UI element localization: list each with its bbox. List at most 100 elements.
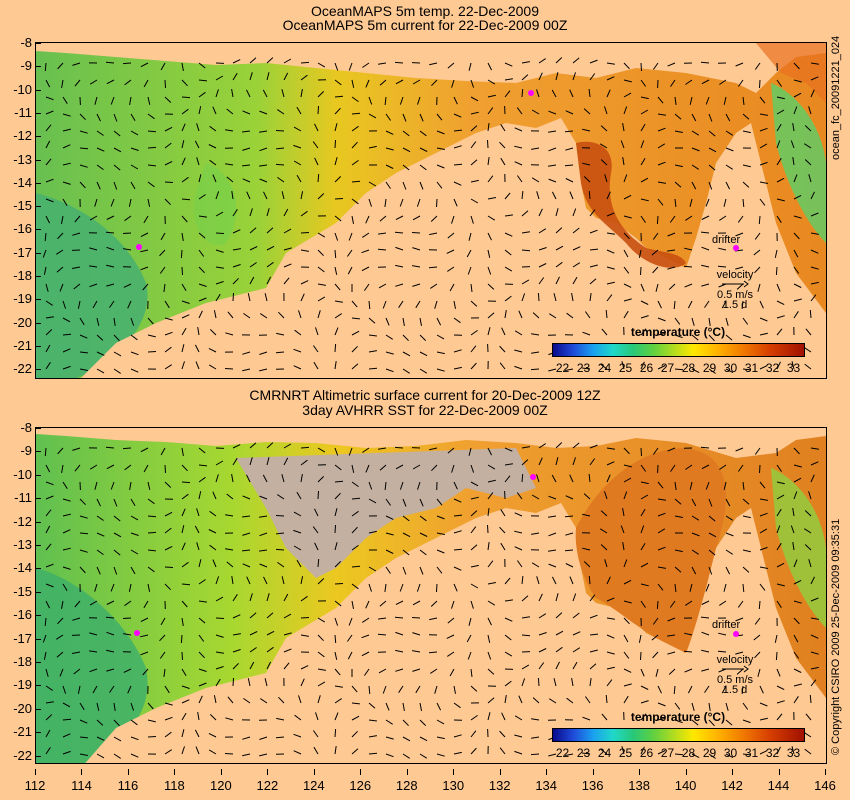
top-cbar-tick: 22: [552, 361, 573, 375]
top-cbar-tick: 26: [636, 361, 657, 375]
current-vector: [589, 191, 590, 199]
bottom-cbar-tick: 33: [783, 746, 804, 760]
current-vector: [148, 352, 156, 353]
current-vector: [181, 250, 182, 258]
lon-label: 132: [485, 778, 515, 793]
top-lat-label: -18: [2, 269, 32, 283]
top-lat-tick: [35, 229, 41, 230]
top-lat-tick: [35, 346, 41, 347]
current-vector: [335, 344, 336, 352]
lon-tick: [779, 769, 780, 775]
lon-label: 134: [531, 778, 561, 793]
lon-tick: [35, 769, 36, 775]
top-cbar-tick: 29: [699, 361, 720, 375]
current-vector: [148, 147, 156, 148]
current-vector: [165, 567, 173, 568]
bottom-lat-tick: [35, 451, 41, 452]
top-velocity-label: velocity: [700, 269, 770, 281]
bottom-lat-tick: [35, 428, 41, 429]
top-lat-tick: [35, 276, 41, 277]
bottom-colorbar-ticks: 22 23 24 25 26 27 28 29 30 31 32 33: [552, 746, 804, 760]
bottom-cbar-tick: 29: [699, 746, 720, 760]
bottom-lat-label: -14: [2, 561, 32, 575]
bottom-lat-label: -11: [2, 491, 32, 505]
top-lat-tick: [35, 66, 41, 67]
top-lat-label: -22: [2, 362, 32, 376]
current-vector: [352, 566, 360, 567]
current-vector: [301, 233, 309, 234]
bottom-lat-label: -21: [2, 725, 32, 739]
current-vector: [437, 199, 438, 207]
lon-tick: [267, 769, 268, 775]
top-lat-label: -9: [2, 59, 32, 73]
bottom-lat-tick: [35, 498, 41, 499]
lon-tick: [128, 769, 129, 775]
lon-label: 118: [159, 778, 189, 793]
bottom-cbar-tick: 22: [552, 746, 573, 760]
top-colorbar-ticks: 22 23 24 25 26 27 28 29 30 31 32 33: [552, 361, 804, 375]
lon-label: 128: [392, 778, 422, 793]
top-lat-tick: [35, 160, 41, 161]
lon-tick: [221, 769, 222, 775]
current-vector: [182, 267, 183, 275]
top-cbar-tick: 30: [720, 361, 741, 375]
lon-label: 136: [578, 778, 608, 793]
current-vector: [776, 652, 777, 660]
current-vector: [123, 618, 131, 619]
top-cbar-tick: 27: [657, 361, 678, 375]
lon-label: 140: [671, 778, 701, 793]
current-vector: [182, 482, 190, 483]
lon-label: 126: [345, 778, 375, 793]
bottom-lat-tick: [35, 592, 41, 593]
bottom-lat-label: -12: [2, 515, 32, 529]
bottom-legend-title: temperature (°C): [552, 710, 804, 724]
bottom-lat-label: -22: [2, 749, 32, 763]
lon-label: 144: [764, 778, 794, 793]
bottom-cbar-tick: 32: [762, 746, 783, 760]
bottom-lat-tick: [35, 756, 41, 757]
current-vector: [123, 448, 131, 449]
current-vector: [276, 164, 284, 165]
top-lat-label: -17: [2, 246, 32, 260]
top-cbar-tick: 32: [762, 361, 783, 375]
current-vector: [106, 62, 114, 63]
current-vector: [810, 695, 811, 703]
bottom-lat-tick: [35, 615, 41, 616]
current-vector: [641, 448, 642, 456]
current-vector: [437, 584, 438, 592]
top-lat-label: -20: [2, 316, 32, 330]
current-vector: [760, 465, 761, 473]
lon-label: 142: [717, 778, 747, 793]
lon-tick: [732, 769, 733, 775]
current-vector: [301, 618, 309, 619]
bottom-cbar-tick: 30: [720, 746, 741, 760]
current-vector: [181, 635, 182, 643]
current-vector: [684, 266, 692, 267]
bottom-lat-tick: [35, 568, 41, 569]
bottom-lat-label: -10: [2, 468, 32, 482]
current-vector: [412, 618, 420, 619]
current-vector: [148, 737, 156, 738]
current-vector: [522, 474, 523, 482]
current-vector: [225, 754, 233, 755]
bottom-drifter-icon: [733, 631, 739, 637]
lon-tick: [546, 769, 547, 775]
current-vector: [641, 652, 642, 660]
bottom-lat-label: -20: [2, 702, 32, 716]
current-vector: [123, 63, 131, 64]
lon-tick: [593, 769, 594, 775]
current-vector: [165, 80, 166, 88]
current-vector: [165, 182, 173, 183]
current-vector: [352, 181, 360, 182]
current-vector: [123, 233, 131, 234]
top-title-line2: OceanMAPS 5m current for 22-Dec-2009 00Z: [0, 17, 850, 34]
current-vector: [335, 635, 336, 643]
current-vector: [395, 232, 403, 233]
bottom-velocity-label: velocity: [700, 654, 770, 666]
top-colorbar: [552, 343, 805, 357]
bottom-cbar-tick: 27: [657, 746, 678, 760]
top-cbar-tick: 31: [741, 361, 762, 375]
current-vector: [276, 131, 284, 132]
current-vector: [276, 549, 284, 550]
lon-tick: [360, 769, 361, 775]
